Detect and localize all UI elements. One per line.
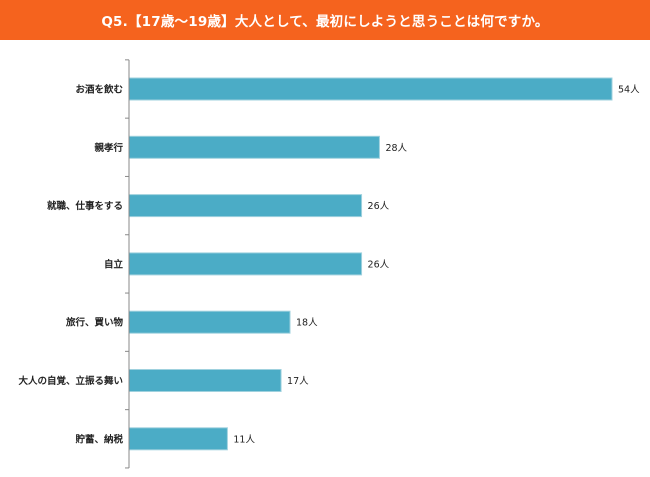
bar-1 [128, 77, 613, 101]
value-label-3: 26人 [368, 201, 390, 212]
value-label-5: 18人 [296, 318, 318, 329]
category-label-4: 自立 [104, 258, 124, 270]
value-label-2: 28人 [385, 143, 407, 154]
category-label-7: 貯蓄、納税 [75, 433, 123, 445]
bar-2 [128, 135, 380, 159]
category-label-6: 大人の自覚、立振る舞い [18, 375, 123, 387]
bar-6 [128, 369, 282, 392]
category-label-1: お酒を飲む [75, 84, 123, 96]
chart-title-bar: Q5.【17歳～19歳】大人として、最初にしようと思うことは何ですか。 [0, 0, 650, 40]
value-label-7: 11人 [233, 434, 255, 445]
value-label-6: 17人 [287, 376, 309, 387]
bar-4 [128, 252, 363, 276]
category-label-5: 旅行、買い物 [66, 317, 124, 329]
chart-title: Q5.【17歳～19歳】大人として、最初にしようと思うことは何ですか。 [101, 14, 549, 30]
bar-7 [128, 427, 228, 451]
category-label-2: 親孝行 [94, 142, 123, 154]
bar-3 [128, 194, 363, 218]
value-label-4: 26人 [368, 259, 390, 270]
category-label-3: 就職、仕事をする [47, 200, 123, 212]
bar-5 [128, 310, 291, 334]
value-label-1: 54人 [618, 85, 640, 96]
